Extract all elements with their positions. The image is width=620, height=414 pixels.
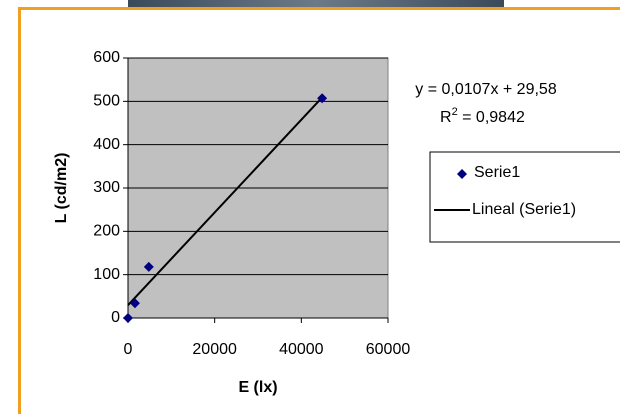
- y-axis-title: L (cd/m2): [53, 153, 70, 224]
- x-tick-label: 20000: [192, 341, 237, 358]
- frame-top: [18, 7, 620, 10]
- y-tick-label: 200: [93, 223, 120, 240]
- plot: 0 100 200 300 400 500 600 0 20000 40000 60000: [93, 49, 410, 358]
- x-tick-label: 60000: [366, 341, 411, 358]
- y-tick-label: 500: [93, 93, 120, 110]
- legend-label: Lineal (Serie1): [472, 201, 576, 218]
- legend: [430, 152, 620, 242]
- y-tick-label: 100: [93, 266, 120, 283]
- x-tick-label: 40000: [279, 341, 324, 358]
- trend-equation: y = 0,0107x + 29,58: [415, 81, 557, 98]
- legend-label: Serie1: [474, 164, 520, 181]
- x-axis-title: E (lx): [238, 379, 277, 396]
- r-squared-label: R: [440, 109, 452, 126]
- x-tick-label: 0: [124, 341, 133, 358]
- y-tick-label: 400: [93, 136, 120, 153]
- y-tick-label: 600: [93, 49, 120, 66]
- y-tick-label: 300: [93, 179, 120, 196]
- r-squared: R2 = 0,9842: [440, 106, 525, 126]
- top-strip: [128, 0, 504, 7]
- chart: 0 100 200 300 400 500 600 0 20000 40000 60000 E (l…: [0, 0, 620, 414]
- r-squared-text: = 0,9842: [458, 109, 525, 126]
- y-tick-label: 0: [111, 309, 120, 326]
- frame-left: [18, 7, 21, 414]
